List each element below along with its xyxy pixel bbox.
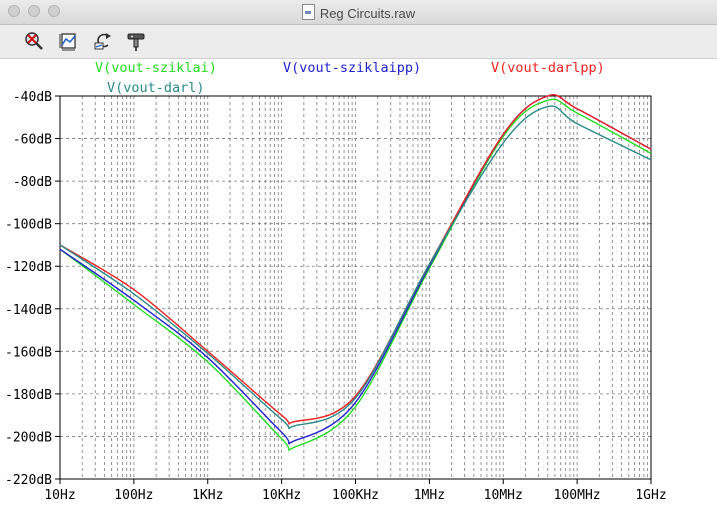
waveform-plot[interactable]: 10Hz 100Hz 1KHz 10KHz 100KHz 1MHz 10MHz 100MHz 1… — [0, 59, 717, 508]
y-tick-label: -180dB — [5, 388, 52, 403]
x-tick-label: 10KHz — [262, 488, 301, 503]
zoom-cancel-icon — [25, 32, 43, 50]
x-tick-label: 1GHz — [635, 488, 666, 503]
window-title-area: Reg Circuits.raw — [0, 4, 717, 21]
autorange-icon — [59, 33, 76, 51]
legend-label[interactable]: V(vout-sziklai) — [95, 60, 217, 76]
y-tick-label: -80dB — [13, 175, 52, 190]
x-tick-label: 10Hz — [44, 488, 75, 503]
trace-line-3[interactable] — [59, 105, 652, 430]
legend-label[interactable]: V(vout-sziklaipp) — [283, 60, 421, 76]
y-tick-label: -200dB — [5, 430, 52, 445]
x-tick-label: 1KHz — [192, 488, 223, 503]
legend-label[interactable]: V(vout-darl) — [107, 80, 205, 96]
y-tick-label: -100dB — [5, 218, 52, 233]
trace-legend: V(vout-sziklai) V(vout-sziklaipp) V(vout-d… — [95, 60, 605, 96]
y-tick-label: -220dB — [5, 473, 52, 488]
y-tick-label: -120dB — [5, 260, 52, 275]
trace-line-2[interactable] — [59, 94, 652, 425]
x-tick-label: 10MHz — [484, 488, 523, 503]
trace-line-0[interactable] — [59, 98, 652, 452]
zoom-window-button[interactable] — [48, 5, 60, 17]
x-tick-label: 1MHz — [414, 488, 445, 503]
legend-label[interactable]: V(vout-darlpp) — [491, 60, 605, 76]
autorange-button[interactable] — [58, 30, 80, 52]
probe-button[interactable] — [125, 30, 147, 52]
close-window-button[interactable] — [8, 5, 20, 17]
y-tick-label: -40dB — [13, 90, 52, 105]
pan-back-button[interactable] — [92, 30, 114, 52]
window-title: Reg Circuits.raw — [319, 6, 416, 21]
x-tick-label: 100KHz — [332, 488, 379, 503]
y-tick-label: -160dB — [5, 345, 52, 360]
y-tick-label: -60dB — [13, 133, 52, 148]
x-tick-label: 100Hz — [114, 488, 153, 503]
title-bar: Reg Circuits.raw — [0, 0, 717, 25]
x-tick-label: 100MHz — [554, 488, 601, 503]
y-axis-ticks: -40dB -60dB -80dB -100dB -120dB -140dB -160dB -… — [5, 90, 60, 488]
toolbar — [0, 25, 717, 59]
minimize-window-button[interactable] — [28, 5, 40, 17]
x-axis-ticks: 10Hz 100Hz 1KHz 10KHz 100KHz 1MHz 10MHz 100MHz 1… — [44, 479, 667, 503]
zoom-cancel-button[interactable] — [23, 30, 45, 52]
y-tick-label: -140dB — [5, 303, 52, 318]
trace-lines — [59, 94, 652, 452]
raw-file-icon — [301, 4, 315, 20]
probe-icon — [127, 33, 145, 51]
pan-back-icon — [94, 33, 111, 50]
